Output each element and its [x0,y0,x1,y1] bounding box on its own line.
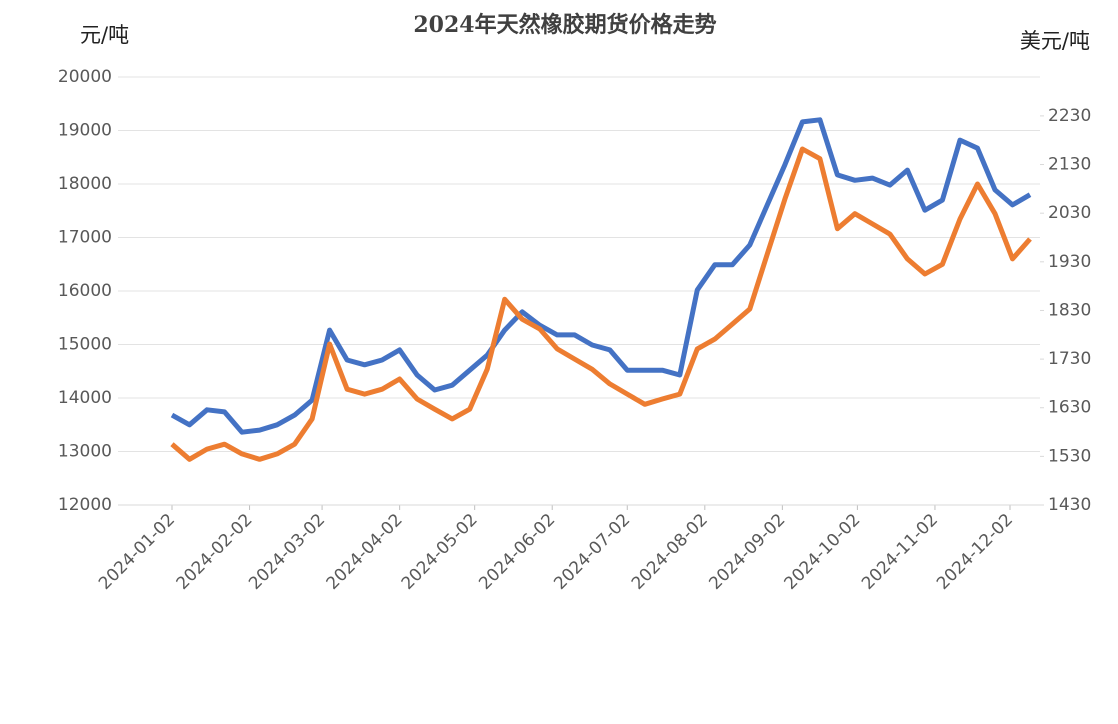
y2-tick-label: 1930 [1048,252,1091,272]
x-tick-label: 2024-08-02 [628,510,712,594]
x-tick-label: 2024-04-02 [323,510,407,594]
y2-tick-label: 1830 [1048,300,1091,320]
y2-tick-label: 1530 [1048,446,1091,466]
y2-tick-label: 2130 [1048,155,1091,175]
y-tick-label: 13000 [58,442,112,462]
series-line [172,120,1030,432]
x-tick-label: 2024-09-02 [705,510,789,594]
y-tick-label: 16000 [58,281,112,301]
y2-tick-label: 2030 [1048,203,1091,223]
chart: 2024年天然橡胶期货价格走势 元/吨 美元/吨 12000 13000 14000… [0,0,1118,724]
x-tick-label: 2024-07-02 [550,510,634,594]
x-tick-label: 2024-06-02 [475,510,559,594]
y-tick-label: 18000 [58,174,112,194]
x-tick-label: 2024-11-02 [858,510,942,594]
y2-axis-unit: 美元/吨 [1020,29,1090,53]
x-tick-label: 2024-12-02 [933,510,1017,594]
y2-tick-label: 2230 [1048,106,1091,126]
y-axis-unit: 元/吨 [80,23,129,47]
x-tick-label: 2024-03-02 [245,510,329,594]
y2-tick-label: 1630 [1048,398,1091,418]
y-tick-label: 17000 [58,228,112,248]
y-tick-label: 19000 [58,121,112,141]
y2-tick-label: 1430 [1048,495,1091,515]
chart-title: 2024年天然橡胶期货价格走势 [413,12,716,38]
x-tick-label: 2024-10-02 [780,510,864,594]
y-tick-label: 12000 [58,495,112,515]
y-tick-label: 14000 [58,388,112,408]
x-tick-label: 2024-05-02 [398,510,482,594]
y2-tick-label: 1730 [1048,349,1091,369]
y-tick-label: 20000 [58,67,112,87]
x-tick-label: 2024-02-02 [173,510,257,594]
x-tick-label: 2024-01-02 [95,510,179,594]
y-tick-label: 15000 [58,335,112,355]
